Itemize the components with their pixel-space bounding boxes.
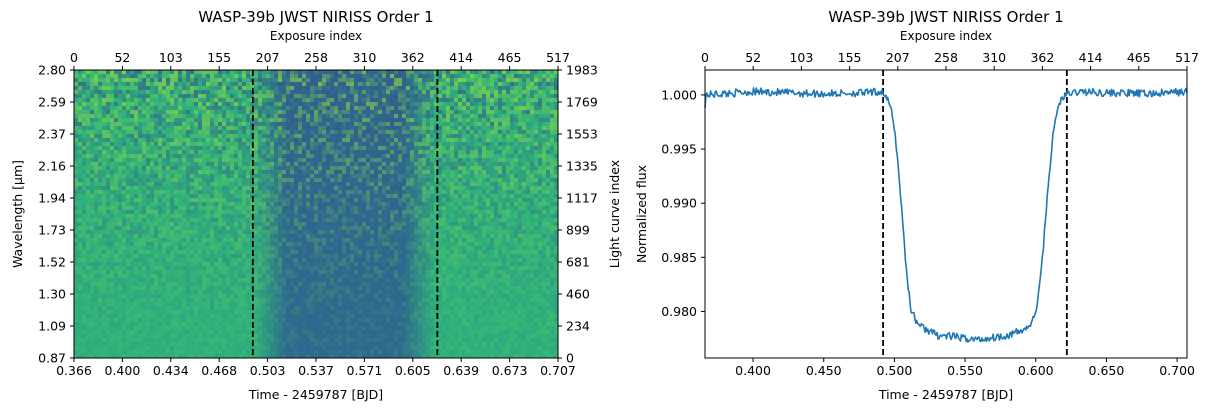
right-tick-label: 1983 xyxy=(566,63,598,78)
x-tick-label: 0.700 xyxy=(1159,363,1195,378)
top-tick-label: 465 xyxy=(498,50,522,65)
top-tick-label: 310 xyxy=(352,50,376,65)
top-tick-label: 310 xyxy=(982,50,1006,65)
heatmap-right-ticks: 0 234 460 681 899 1117 1335 1553 1769 1983 xyxy=(558,63,598,366)
y-tick-label: 2.16 xyxy=(38,159,66,174)
y-tick-label: 2.80 xyxy=(38,63,66,78)
lightcurve-top-ticks: 0 52 103 155 207 258 310 362 414 465 517 xyxy=(701,50,1199,70)
top-tick-label: 414 xyxy=(1079,50,1103,65)
x-tick-label: 0.366 xyxy=(56,363,92,378)
top-tick-label: 465 xyxy=(1127,50,1151,65)
x-tick-label: 0.434 xyxy=(153,363,189,378)
top-tick-label: 207 xyxy=(256,50,280,65)
top-tick-label: 103 xyxy=(159,50,183,65)
right-tick-label: 460 xyxy=(566,287,590,302)
y-tick-label: 2.37 xyxy=(38,127,66,142)
top-tick-label: 258 xyxy=(934,50,958,65)
x-tick-label: 0.707 xyxy=(540,363,576,378)
heatmap-image xyxy=(74,70,558,358)
top-tick-label: 155 xyxy=(838,50,862,65)
x-tick-label: 0.650 xyxy=(1089,363,1125,378)
lightcurve-plot-area xyxy=(705,70,1187,358)
top-tick-label: 207 xyxy=(886,50,910,65)
lightcurve-x-axis-label: Time - 2459787 [BJD] xyxy=(878,387,1013,402)
x-tick-label: 0.450 xyxy=(806,363,842,378)
lightcurve-y-ticks: 0.980 0.985 0.990 0.995 1.000 xyxy=(661,87,705,319)
flux-series-line xyxy=(704,87,1188,343)
top-tick-label: 155 xyxy=(207,50,231,65)
y-tick-label: 0.980 xyxy=(661,304,697,319)
heatmap-top-axis-label: Exposure index xyxy=(270,29,362,43)
lightcurve-y-axis-label: Normalized flux xyxy=(634,165,649,263)
top-tick-label: 0 xyxy=(701,50,709,65)
y-tick-label: 1.30 xyxy=(38,287,66,302)
top-tick-label: 52 xyxy=(114,50,130,65)
right-tick-label: 899 xyxy=(566,223,590,238)
y-tick-label: 1.000 xyxy=(661,87,697,102)
y-tick-label: 0.985 xyxy=(661,250,697,265)
y-tick-label: 0.990 xyxy=(661,196,697,211)
x-tick-label: 0.639 xyxy=(443,363,479,378)
heatmap-y-ticks: 0.87 1.09 1.30 1.52 1.73 1.94 2.16 2.37 2.59 2.80 xyxy=(38,63,74,366)
x-tick-label: 0.600 xyxy=(1018,363,1054,378)
x-tick-label: 0.537 xyxy=(298,363,334,378)
right-tick-label: 0 xyxy=(566,351,574,366)
top-tick-label: 362 xyxy=(401,50,425,65)
lightcurve-x-ticks: 0.400 0.450 0.500 0.550 0.600 0.650 0.700 xyxy=(735,358,1195,378)
x-tick-label: 0.503 xyxy=(250,363,286,378)
y-tick-label: 1.94 xyxy=(38,191,66,206)
right-tick-label: 1769 xyxy=(566,95,598,110)
top-tick-label: 258 xyxy=(304,50,328,65)
x-tick-label: 0.500 xyxy=(877,363,913,378)
x-tick-label: 0.468 xyxy=(201,363,237,378)
heatmap-panel: WASP-39b JWST NIRISS Order 1 Exposure in… xyxy=(10,8,622,402)
heatmap-top-ticks: 0 52 103 155 207 258 310 362 414 465 517 xyxy=(70,50,570,70)
y-tick-label: 1.09 xyxy=(38,319,66,334)
x-tick-label: 0.400 xyxy=(735,363,771,378)
heatmap-title: WASP-39b JWST NIRISS Order 1 xyxy=(198,8,433,26)
x-tick-label: 0.605 xyxy=(395,363,431,378)
y-tick-label: 0.995 xyxy=(661,142,697,157)
top-tick-label: 517 xyxy=(1175,50,1199,65)
x-tick-label: 0.400 xyxy=(105,363,141,378)
top-tick-label: 103 xyxy=(789,50,813,65)
lightcurve-title: WASP-39b JWST NIRISS Order 1 xyxy=(828,8,1063,26)
y-tick-label: 1.73 xyxy=(38,223,66,238)
heatmap-y-axis-label: Wavelength [μm] xyxy=(10,160,25,268)
x-tick-label: 0.571 xyxy=(347,363,383,378)
top-tick-label: 362 xyxy=(1030,50,1054,65)
y-tick-label: 1.52 xyxy=(38,255,66,270)
top-tick-label: 517 xyxy=(546,50,570,65)
right-tick-label: 681 xyxy=(566,255,590,270)
heatmap-right-axis-label: Light curve index xyxy=(607,160,622,268)
right-tick-label: 234 xyxy=(566,319,590,334)
lightcurve-transit-markers xyxy=(882,70,1068,358)
y-tick-label: 2.59 xyxy=(38,95,66,110)
top-tick-label: 52 xyxy=(745,50,761,65)
heatmap-transit-markers xyxy=(251,70,439,358)
heatmap-x-axis-label: Time - 2459787 [BJD] xyxy=(248,387,383,402)
lightcurve-top-axis-label: Exposure index xyxy=(900,29,992,43)
right-tick-label: 1553 xyxy=(566,127,598,142)
right-tick-label: 1335 xyxy=(566,159,598,174)
right-tick-label: 1117 xyxy=(566,191,598,206)
x-tick-label: 0.673 xyxy=(492,363,528,378)
lightcurve-panel: WASP-39b JWST NIRISS Order 1 Exposure in… xyxy=(634,8,1199,402)
heatmap-x-ticks: 0.366 0.400 0.434 0.468 0.503 0.537 0.571 0.605… xyxy=(56,358,576,378)
x-tick-label: 0.550 xyxy=(947,363,983,378)
top-tick-label: 414 xyxy=(449,50,473,65)
y-tick-label: 0.87 xyxy=(38,351,66,366)
top-tick-label: 0 xyxy=(70,50,78,65)
